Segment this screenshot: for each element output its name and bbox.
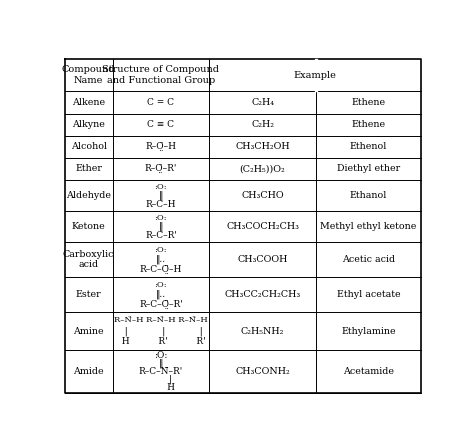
Text: Acetamide: Acetamide: [343, 367, 394, 376]
Text: Example: Example: [294, 71, 337, 80]
Text: CH₃COOH: CH₃COOH: [237, 255, 288, 264]
Text: CH₃CH₂OH: CH₃CH₂OH: [235, 142, 290, 151]
Text: R–C–H: R–C–H: [146, 199, 176, 209]
Text: C ≡ C: C ≡ C: [147, 120, 174, 129]
Text: Amide: Amide: [73, 367, 104, 376]
Text: CH₃COCH₂CH₃: CH₃COCH₂CH₃: [226, 222, 299, 231]
Text: |            |            |: | | |: [119, 326, 203, 336]
Text: C₂H₄: C₂H₄: [251, 98, 274, 107]
Text: Ethylamine: Ethylamine: [341, 327, 396, 336]
Text: :O:: :O:: [155, 214, 167, 222]
Text: ‖: ‖: [159, 359, 163, 368]
Text: Ethanol: Ethanol: [350, 191, 387, 200]
Text: CH₃CHO: CH₃CHO: [241, 191, 284, 200]
Text: (C₂H₅))O₂: (C₂H₅))O₂: [240, 164, 285, 173]
Text: R–C–Ö̤–R': R–C–Ö̤–R': [139, 299, 183, 309]
Text: Alkene: Alkene: [72, 98, 105, 107]
Text: Ester: Ester: [76, 290, 101, 299]
Text: C₂H₂: C₂H₂: [251, 120, 274, 129]
Text: Ether: Ether: [75, 164, 102, 173]
Text: Alcohol: Alcohol: [71, 142, 107, 151]
Text: R–N̈–H R–N̈–H R–N̈–H: R–N̈–H R–N̈–H R–N̈–H: [114, 316, 208, 324]
Text: Compound
Name: Compound Name: [62, 65, 116, 85]
Text: ‖..: ‖..: [156, 290, 166, 299]
Text: Ethene: Ethene: [352, 98, 386, 107]
Text: ‖: ‖: [159, 222, 163, 231]
Text: Ethyl acetate: Ethyl acetate: [337, 290, 401, 299]
Text: :O:: :O:: [155, 182, 167, 190]
Text: R–Ö̤–H: R–Ö̤–H: [146, 142, 176, 151]
Text: ‖: ‖: [159, 190, 163, 200]
Text: C₂H₅NH₂: C₂H₅NH₂: [241, 327, 284, 336]
Text: H: H: [147, 383, 175, 392]
Text: Aldehyde: Aldehyde: [66, 191, 111, 200]
Text: Methyl ethyl ketone: Methyl ethyl ketone: [320, 222, 417, 231]
Text: Ethenol: Ethenol: [350, 142, 387, 151]
Text: CH₃CONH₂: CH₃CONH₂: [235, 367, 290, 376]
Text: Carboxylic
acid: Carboxylic acid: [63, 250, 115, 269]
Text: R–Ö̤–R': R–Ö̤–R': [145, 164, 177, 173]
Text: ‖..: ‖..: [156, 255, 166, 264]
Text: R–C–R': R–C–R': [145, 231, 177, 240]
Text: R–C–Ö̤–H: R–C–Ö̤–H: [140, 265, 182, 274]
Text: CH₃CC₂CH₂CH₃: CH₃CC₂CH₂CH₃: [224, 290, 301, 299]
Text: Amine: Amine: [73, 327, 104, 336]
Text: Structure of Compound
and Functional Group: Structure of Compound and Functional Gro…: [102, 65, 219, 85]
Text: H          R'          R': H R' R': [116, 337, 206, 346]
Text: Acetic acid: Acetic acid: [342, 255, 395, 264]
Text: C = C: C = C: [147, 98, 174, 107]
Text: Ketone: Ketone: [72, 222, 106, 231]
Text: Alkyne: Alkyne: [73, 120, 105, 129]
Text: R–C–N̈–R': R–C–N̈–R': [139, 367, 183, 376]
Text: Diethyl ether: Diethyl ether: [337, 164, 400, 173]
Text: :O:: :O:: [154, 351, 168, 360]
Text: |: |: [149, 375, 173, 384]
Text: Ethene: Ethene: [352, 120, 386, 129]
Text: :O:: :O:: [155, 246, 167, 254]
Text: :O:: :O:: [155, 281, 167, 289]
